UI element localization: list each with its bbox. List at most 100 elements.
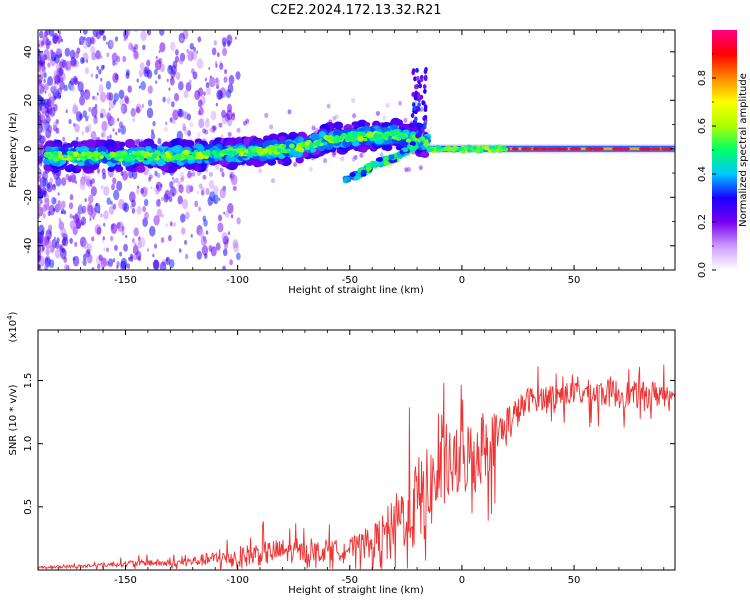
ridge-blob bbox=[147, 156, 154, 162]
noise-blob bbox=[179, 171, 184, 177]
spike-blob bbox=[417, 131, 422, 137]
line-peak bbox=[445, 146, 451, 151]
noise-blob bbox=[109, 39, 115, 48]
ridge-blob bbox=[405, 138, 412, 143]
noise-blob bbox=[107, 258, 114, 267]
noise-blob bbox=[69, 237, 73, 244]
noise-blob bbox=[308, 166, 313, 172]
line-peak bbox=[562, 147, 569, 151]
noise-blob bbox=[38, 124, 43, 135]
ridge-blob bbox=[99, 155, 104, 159]
noise-blob bbox=[200, 187, 205, 193]
noise-blob bbox=[196, 58, 204, 70]
line-peak bbox=[525, 147, 532, 151]
noise-blob bbox=[100, 64, 105, 71]
noise-blob bbox=[375, 110, 380, 116]
ridge-blob bbox=[351, 121, 359, 127]
noise-blob bbox=[150, 132, 156, 140]
noise-blob bbox=[91, 52, 97, 61]
noise-blob bbox=[232, 185, 237, 191]
noise-blob bbox=[169, 221, 173, 227]
noise-blob bbox=[83, 89, 91, 100]
noise-blob bbox=[169, 259, 175, 269]
noise-blob bbox=[202, 174, 207, 180]
spectrogram-marks bbox=[38, 30, 675, 270]
spike-blob bbox=[423, 76, 428, 82]
ridge-blob bbox=[297, 142, 304, 148]
ridge-blob bbox=[391, 129, 399, 136]
noise-blob bbox=[69, 80, 72, 84]
noise-blob bbox=[228, 74, 235, 85]
line-peak bbox=[541, 147, 548, 151]
ridge-blob bbox=[156, 159, 165, 167]
ridge-blob bbox=[381, 144, 389, 151]
noise-blob bbox=[72, 103, 77, 110]
ridge-blob bbox=[151, 153, 158, 159]
noise-blob bbox=[110, 223, 118, 234]
noise-blob bbox=[73, 213, 80, 224]
noise-blob bbox=[133, 227, 139, 237]
noise-blob bbox=[196, 132, 201, 138]
ridge-blob bbox=[285, 148, 291, 154]
noise-blob bbox=[194, 200, 199, 208]
noise-blob bbox=[89, 36, 95, 45]
line-peak bbox=[466, 144, 472, 149]
noise-blob bbox=[121, 230, 125, 236]
noise-blob bbox=[39, 162, 42, 167]
line-peak bbox=[654, 147, 661, 151]
ridge-blob bbox=[310, 147, 317, 153]
ridge-blob bbox=[67, 163, 75, 170]
noise-blob bbox=[173, 93, 180, 102]
noise-blob bbox=[53, 69, 58, 76]
noise-blob bbox=[218, 214, 223, 222]
ridge-blob bbox=[149, 160, 156, 166]
noise-blob bbox=[166, 78, 169, 83]
noise-blob bbox=[63, 84, 68, 92]
noise-blob bbox=[40, 115, 46, 124]
noise-blob bbox=[51, 197, 56, 205]
ridge-blob bbox=[351, 140, 360, 147]
noise-blob bbox=[208, 245, 213, 252]
noise-blob bbox=[174, 49, 179, 56]
noise-blob bbox=[96, 226, 102, 235]
noise-blob bbox=[160, 237, 165, 243]
noise-blob bbox=[205, 82, 210, 89]
noise-blob bbox=[52, 208, 56, 212]
noise-blob bbox=[153, 215, 160, 226]
ridge-blob bbox=[244, 149, 249, 153]
noise-blob bbox=[204, 77, 208, 82]
noise-blob bbox=[222, 47, 228, 57]
noise-blob bbox=[269, 124, 274, 130]
ridge-blob bbox=[317, 145, 326, 152]
noise-blob bbox=[144, 189, 147, 194]
ridge-blob bbox=[196, 159, 203, 164]
snr-frame bbox=[37, 329, 676, 571]
noise-blob bbox=[177, 195, 183, 205]
ridge-blob bbox=[356, 120, 366, 127]
noise-blob bbox=[90, 130, 97, 141]
noise-blob bbox=[135, 106, 140, 114]
noise-blob bbox=[122, 55, 127, 63]
spike-blob bbox=[414, 116, 418, 122]
noise-blob bbox=[81, 131, 85, 136]
noise-blob bbox=[227, 131, 232, 137]
noise-blob bbox=[112, 258, 116, 263]
noise-blob bbox=[112, 60, 116, 66]
noise-blob bbox=[60, 227, 67, 238]
noise-blob bbox=[136, 78, 139, 83]
noise-blob bbox=[146, 187, 149, 191]
noise-blob bbox=[223, 242, 229, 250]
noise-blob bbox=[38, 138, 41, 143]
noise-blob bbox=[186, 113, 192, 121]
branch-blob bbox=[409, 141, 416, 147]
noise-blob bbox=[209, 75, 212, 79]
ridge-blob bbox=[252, 159, 263, 168]
branch-blob bbox=[360, 169, 367, 175]
ridge-blob bbox=[251, 147, 257, 153]
noise-blob bbox=[196, 250, 202, 260]
line-peak bbox=[488, 145, 494, 150]
noise-blob bbox=[94, 95, 98, 102]
ridge-blob bbox=[314, 141, 321, 147]
ridge-blob bbox=[288, 143, 295, 149]
